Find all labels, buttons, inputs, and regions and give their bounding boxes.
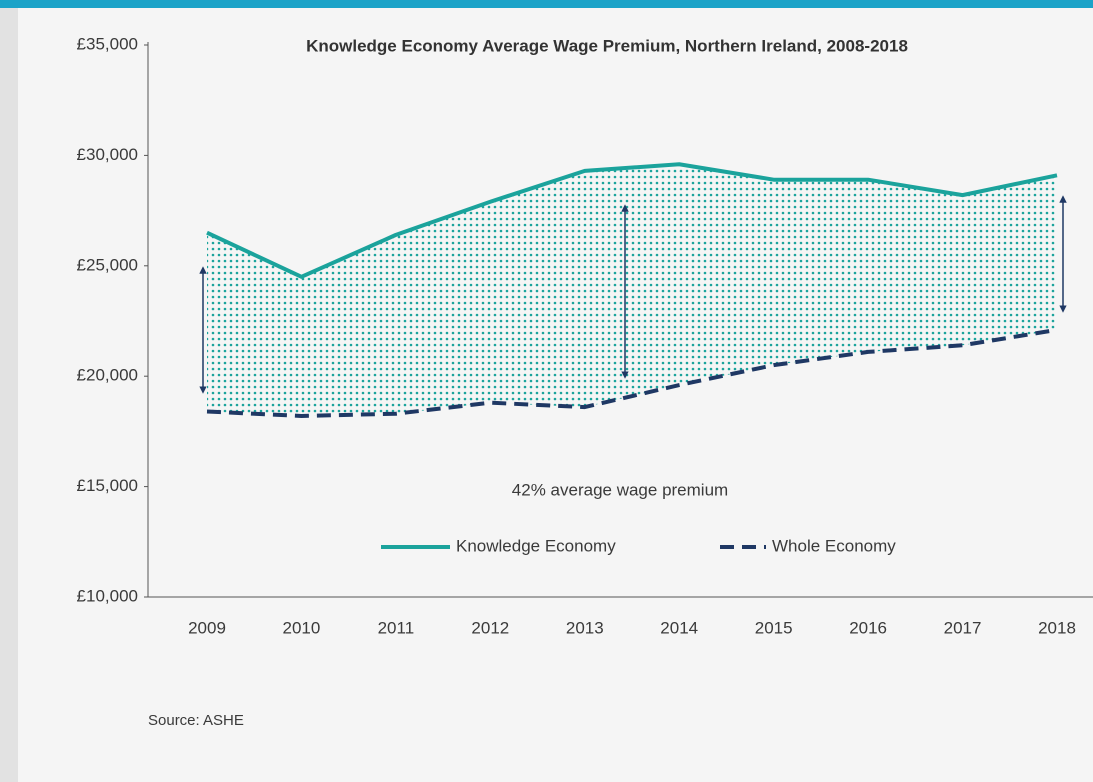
- x-tick-label: 2015: [755, 618, 793, 637]
- top-bar: [0, 0, 1093, 8]
- y-tick-label: £15,000: [77, 476, 138, 495]
- y-tick-label: £35,000: [77, 34, 138, 53]
- x-tick-label: 2011: [378, 618, 415, 637]
- x-tick-label: 2017: [944, 618, 982, 637]
- y-tick-label: £10,000: [77, 586, 138, 605]
- x-tick-label: 2010: [283, 618, 321, 637]
- source: Source: ASHE: [148, 712, 244, 729]
- x-tick-label: 2014: [660, 618, 698, 637]
- y-tick-label: £20,000: [77, 366, 138, 385]
- x-tick-label: 2009: [188, 618, 226, 637]
- annotation: 42% average wage premium: [512, 480, 728, 499]
- x-tick-label: 2013: [566, 618, 604, 637]
- plot: [206, 162, 1058, 418]
- series-line: [206, 327, 1058, 418]
- chart-title: Knowledge Economy Average Wage Premium, …: [306, 36, 908, 55]
- y-tick-label: £30,000: [77, 145, 138, 164]
- x-tick-label: 2012: [471, 618, 509, 637]
- x-tick-label: 2016: [849, 618, 887, 637]
- legend-label: Knowledge Economy: [456, 536, 616, 555]
- y-tick-label: £25,000: [77, 255, 138, 274]
- x-tick-label: 2018: [1038, 618, 1076, 637]
- side-strip: [0, 0, 18, 782]
- legend-label: Whole Economy: [772, 536, 896, 555]
- series-line: [206, 162, 1058, 279]
